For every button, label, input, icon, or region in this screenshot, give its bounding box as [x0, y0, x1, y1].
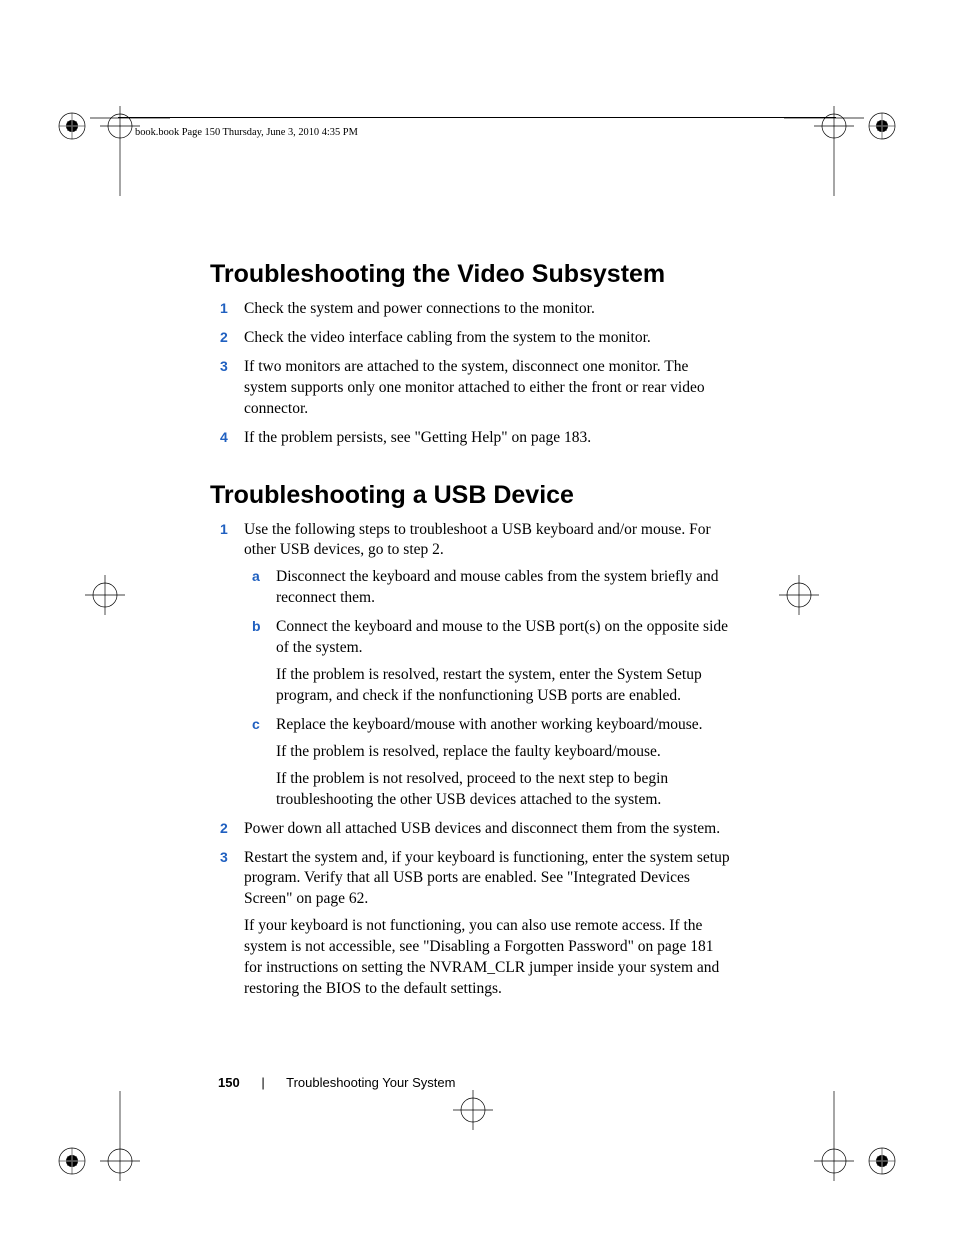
registration-mark-icon — [70, 560, 190, 680]
list-text: Check the video interface cabling from t… — [244, 329, 651, 346]
page-footer: 150 | Troubleshooting Your System — [218, 1075, 455, 1090]
list-item: b Connect the keyboard and mouse to the … — [244, 617, 730, 707]
list-marker: 2 — [220, 328, 228, 347]
list-marker: 3 — [220, 357, 228, 376]
registration-mark-icon — [784, 1091, 904, 1211]
list-text: If the problem is resolved, replace the … — [276, 742, 730, 763]
list-text: If your keyboard is not functioning, you… — [244, 916, 730, 1000]
list-text: Disconnect the keyboard and mouse cables… — [276, 567, 730, 609]
list-text: Check the system and power connections t… — [244, 300, 595, 317]
list-marker: 2 — [220, 819, 228, 838]
list-item: 2 Power down all attached USB devices an… — [210, 819, 730, 840]
list-text: Connect the keyboard and mouse to the US… — [276, 617, 730, 659]
registration-mark-icon — [50, 1091, 170, 1211]
list-item: a Disconnect the keyboard and mouse cabl… — [244, 567, 730, 609]
list-item: 1 Use the following steps to troubleshoo… — [210, 520, 730, 811]
list-item: 3 Restart the system and, if your keyboa… — [210, 848, 730, 1000]
registration-mark-icon — [764, 560, 884, 680]
page: book.book Page 150 Thursday, June 3, 201… — [0, 0, 954, 1235]
list-item: c Replace the keyboard/mouse with anothe… — [244, 715, 730, 811]
list-text: Power down all attached USB devices and … — [244, 820, 720, 837]
registration-mark-icon — [784, 76, 904, 196]
list-item: 1 Check the system and power connections … — [210, 299, 730, 320]
list-text: If the problem is resolved, restart the … — [276, 665, 730, 707]
list-text: Restart the system and, if your keyboard… — [244, 848, 730, 911]
page-number: 150 — [218, 1075, 240, 1090]
list-marker: 1 — [220, 299, 228, 318]
footer-separator: | — [261, 1075, 264, 1090]
list-text: If the problem persists, see "Getting He… — [244, 429, 591, 446]
list-marker: a — [252, 567, 260, 586]
list-text: If two monitors are attached to the syst… — [244, 358, 705, 417]
section-heading: Troubleshooting the Video Subsystem — [210, 260, 730, 289]
list-item: 4 If the problem persists, see "Getting H… — [210, 428, 730, 449]
section-heading: Troubleshooting a USB Device — [210, 481, 730, 510]
list-item: 2 Check the video interface cabling from … — [210, 328, 730, 349]
ordered-list: 1 Check the system and power connections … — [210, 299, 730, 449]
list-item: 3 If two monitors are attached to the sys… — [210, 357, 730, 420]
list-marker: b — [252, 617, 261, 636]
list-text: Use the following steps to troubleshoot … — [244, 521, 711, 559]
ordered-list: 1 Use the following steps to troubleshoo… — [210, 520, 730, 1000]
list-text: Replace the keyboard/mouse with another … — [276, 715, 730, 736]
ordered-sublist: a Disconnect the keyboard and mouse cabl… — [244, 567, 730, 810]
running-header: book.book Page 150 Thursday, June 3, 201… — [135, 127, 358, 138]
list-marker: c — [252, 715, 260, 734]
registration-mark-icon — [438, 1075, 558, 1195]
list-marker: 4 — [220, 428, 228, 447]
body-content: Troubleshooting the Video Subsystem 1 Che… — [210, 260, 730, 1008]
list-marker: 3 — [220, 848, 228, 867]
list-text: If the problem is not resolved, proceed … — [276, 769, 730, 811]
list-marker: 1 — [220, 520, 228, 539]
footer-section-title: Troubleshooting Your System — [286, 1075, 455, 1090]
